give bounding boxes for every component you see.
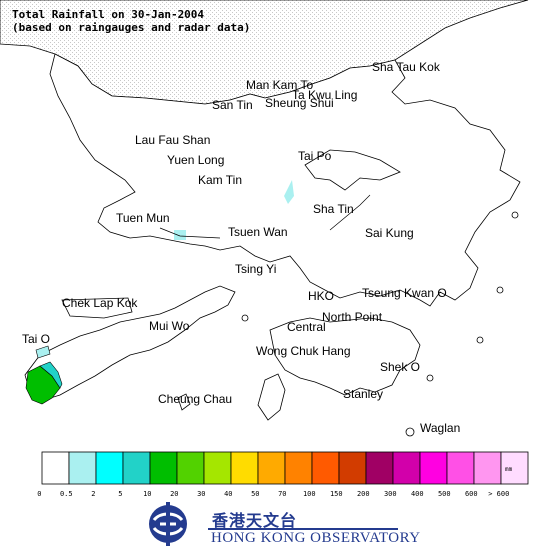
legend-swatch bbox=[149, 451, 178, 485]
place-label-sheung-shui: Sheung Shui bbox=[265, 96, 334, 110]
rain-area-tai-mo-shan-north bbox=[284, 180, 294, 204]
legend-tick-label: 500 bbox=[437, 490, 451, 498]
legend-swatch bbox=[230, 451, 259, 485]
legend-swatch bbox=[68, 451, 97, 485]
legend-tick-label: > 600 bbox=[488, 490, 510, 498]
islet bbox=[496, 286, 504, 294]
legend-swatch bbox=[419, 451, 448, 485]
place-label-stanley: Stanley bbox=[343, 387, 384, 401]
map-subtitle: (based on raingauges and radar data) bbox=[12, 21, 251, 34]
place-label-wong-chuk-hang: Wong Chuk Hang bbox=[256, 344, 351, 358]
tolo-harbour bbox=[304, 149, 401, 191]
rainfall-legend bbox=[41, 451, 529, 485]
road-line bbox=[159, 227, 221, 239]
place-label-chek-lap-kok: Chek Lap Kok bbox=[62, 296, 138, 310]
place-label-lau-fau-shan: Lau Fau Shan bbox=[135, 133, 211, 147]
logo-english-name: HONG KONG OBSERVATORY bbox=[211, 530, 421, 546]
islet bbox=[426, 374, 434, 382]
new-territories bbox=[49, 53, 521, 307]
legend-swatch bbox=[95, 451, 124, 485]
road-line bbox=[329, 194, 371, 231]
hko-logo-icon bbox=[149, 502, 187, 546]
place-label-cheung-chau: Cheung Chau bbox=[158, 392, 233, 406]
legend-tick-label: 100 bbox=[302, 490, 316, 498]
place-label-tseung-kwan-o: Tseung Kwan O bbox=[362, 286, 447, 300]
legend-tick-label: 20 bbox=[170, 490, 179, 498]
legend-tick-label: 0.5 bbox=[59, 490, 73, 498]
place-label-central: Central bbox=[287, 320, 326, 334]
place-label-man-kam-to: Man Kam To bbox=[246, 78, 314, 92]
place-label-mui-wo: Mui Wo bbox=[149, 319, 190, 333]
place-label-yuen-long: Yuen Long bbox=[167, 153, 225, 167]
legend-tick-label: 400 bbox=[410, 490, 424, 498]
legend-swatch bbox=[500, 451, 529, 485]
legend-unit: mm bbox=[505, 466, 513, 473]
place-label-tuen-mun: Tuen Mun bbox=[116, 211, 170, 225]
legend-tick-label: 0 bbox=[37, 490, 42, 498]
logo-chinese-name: 香港天文台 bbox=[212, 511, 298, 530]
legend-swatch bbox=[365, 451, 394, 485]
legend-swatch bbox=[284, 451, 313, 485]
legend-swatch bbox=[473, 451, 502, 485]
lantau-island bbox=[24, 285, 236, 401]
rain-area-tai-lam bbox=[174, 230, 186, 240]
legend-tick-label: 30 bbox=[197, 490, 206, 498]
place-label-hko: HKO bbox=[308, 289, 335, 303]
lamma-island bbox=[257, 373, 286, 421]
islet bbox=[405, 427, 415, 437]
legend-swatch bbox=[446, 451, 475, 485]
legend-tick-label: 10 bbox=[143, 490, 152, 498]
islet bbox=[476, 336, 484, 344]
place-label-shek-o: Shek O bbox=[380, 360, 421, 374]
legend-tick-label: 2 bbox=[91, 490, 96, 498]
legend-tick-label: 5 bbox=[118, 490, 123, 498]
legend-tick-label: 50 bbox=[251, 490, 260, 498]
rain-area-tai-o-strip bbox=[35, 345, 51, 359]
legend-swatch bbox=[257, 451, 286, 485]
legend-tick-label: 200 bbox=[356, 490, 370, 498]
place-label-north-point: North Point bbox=[322, 310, 383, 324]
airport-island bbox=[61, 297, 133, 319]
legend-tick-label: 40 bbox=[224, 490, 233, 498]
place-label-sha-tau-kok: Sha Tau Kok bbox=[372, 60, 440, 74]
place-label-tsuen-wan: Tsuen Wan bbox=[228, 225, 288, 239]
legend-swatch bbox=[392, 451, 421, 485]
legend-swatch bbox=[203, 451, 232, 485]
cheung-chau-island bbox=[177, 393, 191, 411]
place-label-waglan: Waglan bbox=[420, 421, 461, 435]
legend-swatch bbox=[122, 451, 151, 485]
place-label-tsing-yi: Tsing Yi bbox=[235, 262, 277, 276]
place-label-ta-kwu-ling: Ta Kwu Ling bbox=[292, 88, 358, 102]
logo-divider bbox=[208, 528, 398, 530]
place-label-tai-po: Tai Po bbox=[298, 149, 332, 163]
place-label-san-tin: San Tin bbox=[212, 98, 253, 112]
rainfall-map bbox=[0, 0, 529, 437]
islet bbox=[511, 211, 519, 219]
place-label-sai-kung: Sai Kung bbox=[365, 226, 414, 240]
rain-area-lantau-edge bbox=[39, 361, 63, 389]
place-label-tai-o: Tai O bbox=[22, 332, 51, 346]
map-title: Total Rainfall on 30-Jan-2004 bbox=[12, 8, 205, 21]
legend-tick-label: 300 bbox=[383, 490, 397, 498]
place-label-sha-tin: Sha Tin bbox=[313, 202, 354, 216]
legend-tick-label: 150 bbox=[329, 490, 343, 498]
islet bbox=[241, 314, 249, 322]
legend-tick-label: 600 bbox=[464, 490, 478, 498]
legend-tick-label: 70 bbox=[278, 490, 287, 498]
hong-kong-island bbox=[269, 317, 421, 396]
legend-swatch bbox=[176, 451, 205, 485]
legend-swatch bbox=[41, 451, 70, 485]
place-label-kam-tin: Kam Tin bbox=[198, 173, 243, 187]
legend-swatch bbox=[311, 451, 340, 485]
legend-swatch bbox=[338, 451, 367, 485]
